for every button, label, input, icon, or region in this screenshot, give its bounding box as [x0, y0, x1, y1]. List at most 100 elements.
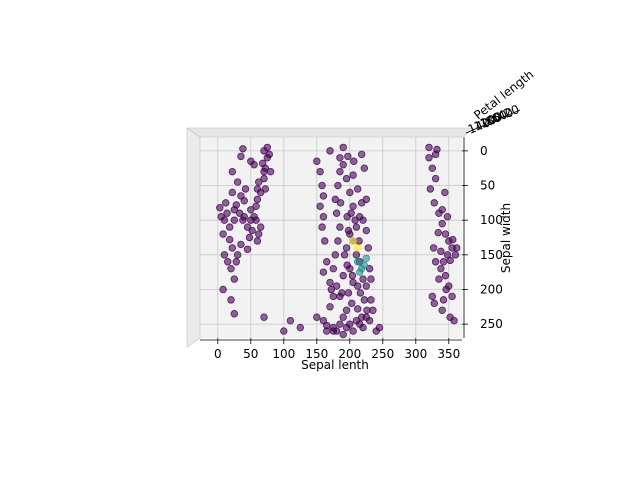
- scatter-point: [232, 258, 240, 266]
- scatter-point: [426, 185, 435, 193]
- x-tick-label: 0: [214, 347, 222, 361]
- scatter-point: [332, 282, 341, 290]
- scatter-point: [343, 213, 351, 221]
- scatter-point: [365, 316, 374, 325]
- scatter-point: [363, 306, 371, 314]
- scatter-point: [451, 251, 460, 259]
- scatter-point: [252, 202, 260, 211]
- x-tick-label: 150: [305, 347, 328, 361]
- scatter-point: [430, 299, 438, 308]
- scatter-point: [316, 167, 324, 176]
- scatter-point: [340, 251, 349, 259]
- scatter-point: [442, 285, 450, 294]
- x-tick-label: 50: [243, 347, 258, 361]
- scatter-point: [443, 213, 452, 221]
- scatter-point: [348, 299, 356, 308]
- scatter-point: [362, 254, 371, 262]
- scatter-point: [428, 164, 437, 172]
- scatter-point: [339, 330, 347, 339]
- scatter-point: [323, 258, 331, 266]
- scatter-point: [253, 185, 262, 193]
- y-tick-label: 200: [480, 282, 503, 296]
- z-tick-label: 20: [502, 102, 521, 121]
- scatter-point: [316, 202, 324, 211]
- y-tick-label: 50: [480, 179, 495, 193]
- scatter-point: [313, 157, 321, 165]
- scatter-points: [216, 143, 461, 339]
- scatter-point: [225, 235, 234, 244]
- scatter-point: [367, 296, 375, 304]
- scatter-point: [354, 305, 362, 313]
- scatter-point: [227, 296, 235, 304]
- scatter-point: [323, 321, 331, 330]
- scatter-point: [354, 185, 362, 193]
- scatter-point: [255, 178, 263, 186]
- scatter-point: [352, 251, 361, 259]
- scatter-point: [216, 203, 224, 212]
- scatter-point: [237, 240, 245, 249]
- scatter-point: [429, 244, 438, 252]
- scatter-point: [331, 195, 339, 204]
- z-tick-labels: 140 120 100 80 60 40 20: [466, 102, 521, 137]
- scatter-point: [240, 197, 248, 205]
- z-tick-label: 80: [484, 110, 503, 129]
- scatter-point: [357, 150, 366, 159]
- scatter-point: [263, 143, 272, 152]
- scatter-point: [255, 230, 263, 238]
- scatter-point: [260, 313, 268, 321]
- x-axis-label: Sepal lenth: [301, 358, 369, 372]
- scatter-point: [237, 152, 245, 161]
- scatter-point: [359, 216, 367, 224]
- x-tick-label: 100: [272, 347, 295, 361]
- scatter-point: [332, 209, 341, 217]
- scatter-point: [365, 264, 374, 273]
- scatter-point: [241, 185, 250, 193]
- scatter-point: [360, 261, 369, 269]
- y-axis-label: Sepal width: [499, 203, 513, 273]
- scatter-point: [438, 219, 446, 228]
- scatter-point: [265, 150, 273, 159]
- z-tick-label: 40: [496, 105, 515, 124]
- scatter-point: [441, 271, 450, 280]
- scatter-point: [318, 181, 326, 190]
- scatter-point: [228, 188, 237, 197]
- scatter-point: [437, 247, 445, 256]
- scatter-point: [338, 289, 346, 297]
- scatter-point: [253, 237, 262, 245]
- x-tick-label: 200: [338, 347, 361, 361]
- scatter-point: [233, 178, 242, 186]
- scatter-point: [253, 195, 262, 204]
- scatter-point: [248, 226, 256, 235]
- scatter-point: [342, 244, 351, 252]
- scatter-point: [439, 296, 448, 304]
- scatter-point: [349, 327, 357, 335]
- scatter-point: [243, 245, 252, 253]
- scatter-point: [329, 292, 338, 301]
- scatter-point: [339, 143, 347, 152]
- scatter-point: [349, 202, 357, 211]
- scatter-point: [425, 143, 433, 152]
- scatter-point: [342, 306, 351, 314]
- scatter-point: [357, 313, 366, 321]
- scatter-point: [339, 271, 347, 280]
- scatter-point: [349, 171, 357, 179]
- x-tick-label: 350: [437, 347, 460, 361]
- x-tick-label: 250: [371, 347, 394, 361]
- scatter-point: [360, 296, 369, 304]
- scatter-point: [453, 244, 461, 252]
- scatter-point: [223, 209, 231, 217]
- z-tick-label: 60: [490, 107, 509, 126]
- scatter-point: [351, 216, 359, 224]
- scatter-point: [448, 292, 456, 301]
- scatter-point: [336, 199, 345, 207]
- scatter-point: [437, 264, 445, 273]
- scatter-point: [319, 268, 328, 276]
- scatter-point: [220, 251, 229, 259]
- z-axis: 140 120 100 80 60 40 20 Petal length: [465, 67, 536, 137]
- scatter-point: [227, 264, 235, 273]
- scatter-point: [441, 230, 450, 238]
- scatter-point: [224, 258, 232, 266]
- scatter-point: [230, 310, 239, 318]
- scatter-point: [431, 174, 440, 183]
